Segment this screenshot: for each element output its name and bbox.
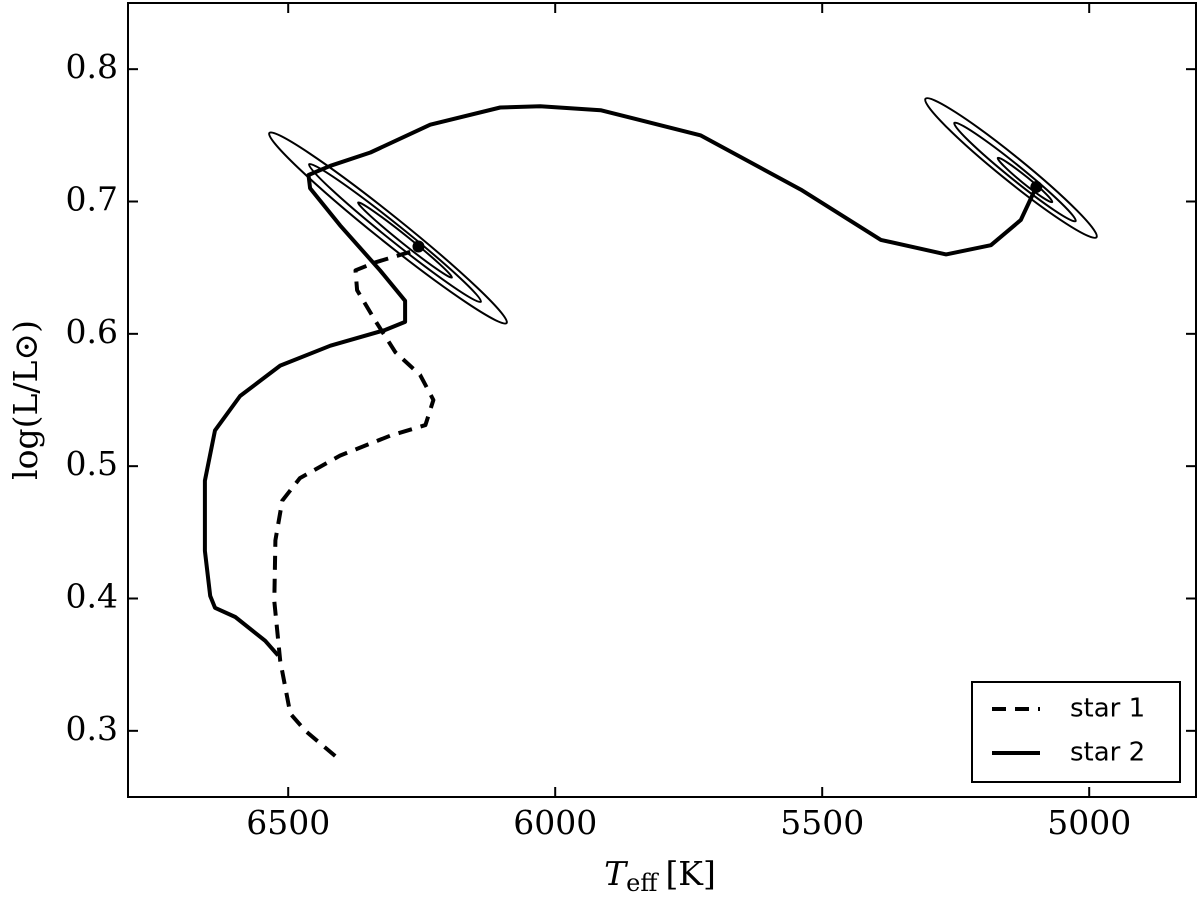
y-tick-label: 0.7 [66,180,118,219]
x-axis-label: Teff [K] [604,854,716,897]
y-tick-label: 0.6 [66,312,118,351]
x-tick-label: 6000 [513,803,597,842]
x-label-unit: [K] [665,854,715,893]
x-tick-label: 5000 [1047,803,1131,842]
series-line [272,249,436,758]
contour [924,97,1098,239]
contour [996,156,1054,204]
y-tick-label: 0.4 [66,577,118,616]
y-tick-label: 0.3 [66,709,118,748]
contour [357,201,453,279]
contour [268,131,508,325]
legend-label: star 1 [1070,694,1145,724]
plot-frame [127,2,1197,798]
x-tick-label: 6500 [246,803,330,842]
contour [308,162,482,304]
x-label-symbol: T [604,854,629,893]
x-label-subscript: eff [626,869,659,897]
x-tick-label: 5500 [780,803,864,842]
posterior-contours [268,97,1098,325]
legend-box [971,681,1181,783]
y-tick-label: 0.8 [66,47,118,86]
contour [953,121,1077,223]
best-fit-point [1030,180,1043,193]
y-axis-label: log(L/L⊙) [6,320,45,480]
legend-label: star 2 [1070,738,1145,768]
series-line [202,104,1039,657]
best-fit-point [412,240,425,253]
y-tick-label: 0.5 [66,444,118,483]
